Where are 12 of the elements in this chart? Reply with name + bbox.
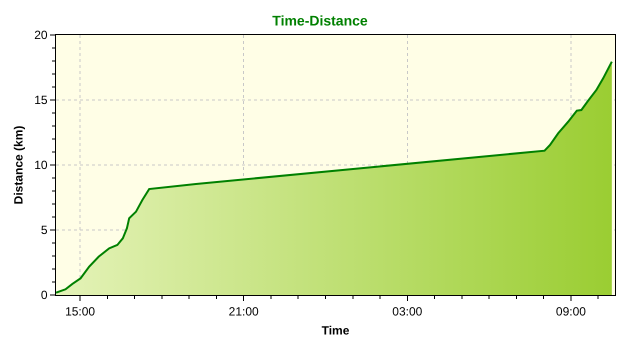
y-tick-label: 5 [40,223,48,238]
chart-title: Time-Distance [272,12,368,29]
x-tick-label: 21:00 [228,304,260,318]
x-tick-label: 15:00 [65,304,96,318]
y-tick-label: 10 [34,158,48,172]
y-axis-title: Distance (km) [12,126,26,204]
y-tick-label: 15 [34,93,48,108]
x-axis-title: Time [322,323,350,338]
x-tick-label: 03:00 [392,304,423,318]
y-tick-label: 20 [34,28,48,42]
x-tick-label: 09:00 [556,304,586,318]
y-tick-label: 0 [40,288,48,302]
